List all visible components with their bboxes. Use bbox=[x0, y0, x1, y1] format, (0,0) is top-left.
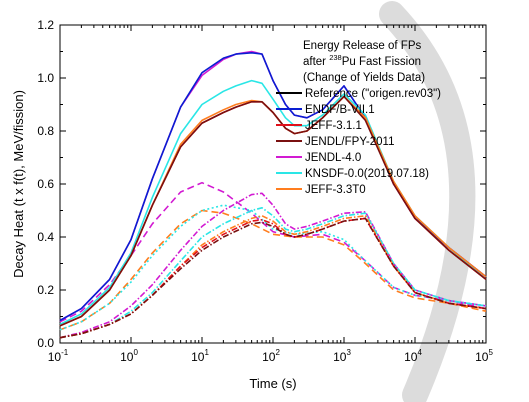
legend-title-line1: Energy Release of FPs bbox=[303, 40, 422, 52]
y-tick-label: 0.2 bbox=[37, 283, 54, 297]
legend-title-line3: (Change of Yields Data) bbox=[303, 72, 425, 84]
component-curve bbox=[59, 207, 487, 339]
data-curves bbox=[59, 50, 487, 339]
legend-title-line2: after 238Pu Fast Fission bbox=[303, 53, 421, 68]
x-tick-label: 105 bbox=[475, 348, 493, 364]
legend-entries: Reference ("origen.rev03") ENDF/B-VII.1 JE… bbox=[276, 88, 441, 196]
x-axis-title: Time (s) bbox=[249, 376, 296, 391]
component-curve bbox=[59, 217, 487, 339]
legend-label: ENDF/B-VII.1 bbox=[305, 104, 375, 116]
watermark-arc bbox=[379, 1, 476, 402]
y-tick-label: 0.8 bbox=[37, 124, 54, 138]
legend-label: KNSDF-0.0(2019.07.18) bbox=[305, 168, 429, 180]
legend-label: Reference ("origen.rev03") bbox=[305, 88, 441, 100]
component-curve bbox=[59, 204, 487, 331]
y-tick-label: 0.4 bbox=[37, 230, 54, 244]
component-curve bbox=[59, 217, 487, 339]
legend-label: JENDL-4.0 bbox=[305, 152, 361, 164]
legend: Energy Release of FPs after 238Pu Fast F… bbox=[276, 40, 441, 196]
x-tick-label: 101 bbox=[191, 348, 209, 364]
component-curve bbox=[59, 209, 487, 331]
x-tick-label: 102 bbox=[262, 348, 280, 364]
x-tick-label: 100 bbox=[120, 348, 138, 364]
y-tick-label: 1.2 bbox=[37, 18, 54, 32]
axis-ticks: 10-1 100 101 102 103 104 105 0.0 0.2 0.4 0.6 0.8 1.0… bbox=[37, 18, 493, 364]
legend-label: JEFF-3.1.1 bbox=[305, 120, 362, 132]
component-curve bbox=[59, 215, 487, 339]
y-tick-label: 0.6 bbox=[37, 177, 54, 191]
x-tick-label: 103 bbox=[333, 348, 351, 364]
x-tick-label: 10-1 bbox=[48, 348, 69, 364]
total-curve bbox=[59, 95, 487, 327]
legend-label: JEFF-3.3T0 bbox=[305, 184, 366, 196]
y-tick-label: 0.0 bbox=[37, 336, 54, 350]
legend-label: JENDL/FPY-2011 bbox=[305, 136, 395, 148]
y-tick-label: 1.0 bbox=[37, 71, 54, 85]
x-tick-label: 104 bbox=[404, 348, 422, 364]
y-axis-title: Decay Heat (t x f(t), MeV/fission) bbox=[11, 90, 26, 278]
